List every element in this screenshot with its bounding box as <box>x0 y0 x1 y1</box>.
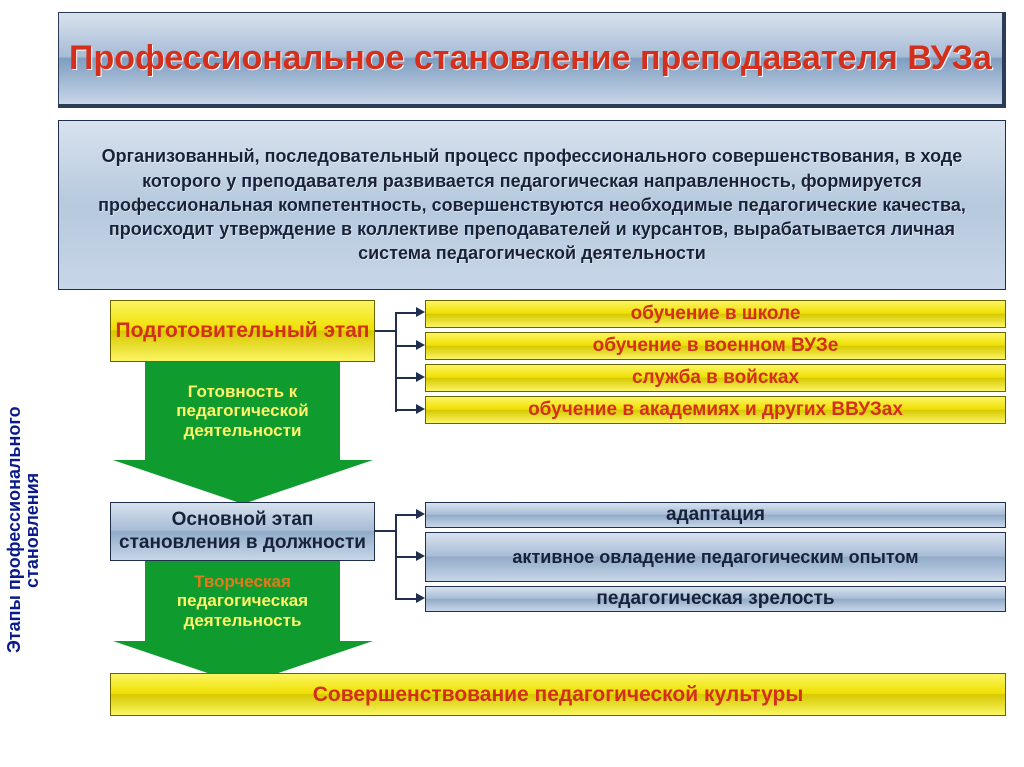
conn1-c <box>395 377 417 379</box>
conn1-d <box>395 409 417 411</box>
definition-box: Организованный, последовательный процесс… <box>58 120 1006 290</box>
arrowhead-2c <box>416 593 425 603</box>
arrowhead-2a <box>416 509 425 519</box>
conn1-b <box>395 345 417 347</box>
stage2-label: Основной этап становления в должности <box>117 509 368 555</box>
arrow1-head <box>113 460 373 504</box>
conn2-c <box>395 598 417 600</box>
conn2-b <box>395 556 417 558</box>
title-bar: Профессиональное становление преподавате… <box>58 12 1006 108</box>
stage1-item-1: обучение в военном ВУЗе <box>425 332 1006 360</box>
bottom-label: Совершенствование педагогической культур… <box>313 683 804 707</box>
arrow2: Творческая педагогическая деятельность <box>145 561 340 685</box>
arrow2-top: Творческая <box>151 572 334 592</box>
arrow1: Готовность к педагогической деятельности <box>145 362 340 504</box>
conn1-main <box>375 330 395 332</box>
stage2-item-1: активное овладение педагогическим опытом <box>425 532 1006 582</box>
side-label: Этапы профессионального становления <box>8 380 38 680</box>
arrowhead-1b <box>416 340 425 350</box>
stage1-item-2: служба в войсках <box>425 364 1006 392</box>
stage2-item-2: педагогическая зрелость <box>425 586 1006 612</box>
arrowhead-1a <box>416 307 425 317</box>
arrowhead-2b <box>416 551 425 561</box>
stage1-item-0: обучение в школе <box>425 300 1006 328</box>
arrowhead-1d <box>416 404 425 414</box>
definition-text: Организованный, последовательный процесс… <box>71 144 993 265</box>
stage1-item-3: обучение в академиях и других ВВУЗах <box>425 396 1006 424</box>
stage1-box: Подготовительный этап <box>110 300 375 362</box>
bottom-box: Совершенствование педагогической культур… <box>110 673 1006 716</box>
arrow2-body: Творческая педагогическая деятельность <box>145 561 340 641</box>
stage2-box: Основной этап становления в должности <box>110 502 375 561</box>
stage1-label: Подготовительный этап <box>116 318 370 343</box>
stage2-item-0: адаптация <box>425 502 1006 528</box>
conn2-a <box>395 514 417 516</box>
arrowhead-1c <box>416 372 425 382</box>
conn2-main <box>375 530 395 532</box>
conn1-v <box>395 312 397 412</box>
arrow2-text: педагогическая деятельность <box>177 591 308 630</box>
arrow1-text: Готовность к педагогической деятельности <box>145 362 340 460</box>
conn1-a <box>395 312 417 314</box>
page-title: Профессиональное становление преподавате… <box>69 39 992 78</box>
